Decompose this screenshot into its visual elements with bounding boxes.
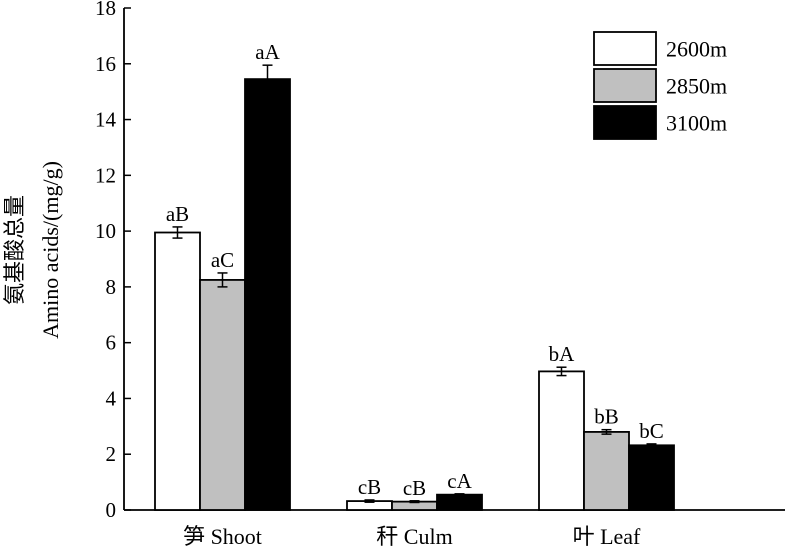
y-tick-label: 16 — [95, 52, 116, 76]
y-tick-label: 18 — [95, 0, 116, 20]
y-tick-label: 10 — [95, 219, 116, 243]
legend: 2600m 2850m 3100m — [593, 31, 727, 140]
y-tick-label: 2 — [106, 442, 117, 466]
legend-label: 2850m — [666, 74, 727, 99]
y-tick-label: 12 — [95, 163, 116, 187]
data-label: aC — [211, 248, 234, 272]
y-tick-label: 4 — [106, 386, 117, 410]
bar — [538, 370, 585, 511]
bar — [199, 279, 246, 511]
data-label: cB — [358, 475, 381, 499]
bar — [154, 231, 201, 511]
data-label: aA — [255, 40, 280, 64]
data-label: bC — [639, 419, 664, 443]
legend-swatch — [593, 68, 657, 103]
bar — [583, 431, 630, 511]
y-axis: 0 2 4 6 8 10 12 14 16 18 — [95, 0, 131, 522]
bar — [628, 444, 675, 511]
x-tick-label: 笋 Shoot — [183, 524, 262, 549]
y-axis-label: 氨基酸总量 Amino acids/(mg/g) — [2, 161, 63, 339]
x-tick-label: 叶 Leaf — [573, 524, 641, 549]
data-label: bA — [549, 342, 576, 366]
y-tick-label: 8 — [106, 275, 117, 299]
x-tick-label: 秆 Culm — [376, 524, 452, 549]
y-tick-label: 14 — [95, 108, 117, 132]
data-label: cB — [403, 476, 426, 500]
y-tick-label: 0 — [106, 498, 117, 522]
data-label: aB — [166, 202, 189, 226]
legend-label: 2600m — [666, 37, 727, 62]
data-label: bB — [594, 405, 619, 429]
y-axis-label-cn: 氨基酸总量 — [2, 195, 27, 305]
y-tick-label: 6 — [106, 331, 117, 355]
y-axis-label-en: Amino acids/(mg/g) — [38, 161, 63, 339]
bar — [436, 493, 483, 511]
bars: aB aC aA cB cB cA bA bB bC — [154, 40, 675, 511]
legend-swatch — [593, 31, 657, 66]
data-label: cA — [447, 469, 472, 493]
legend-label: 3100m — [666, 111, 727, 136]
legend-swatch — [593, 105, 657, 140]
bar — [244, 78, 291, 511]
